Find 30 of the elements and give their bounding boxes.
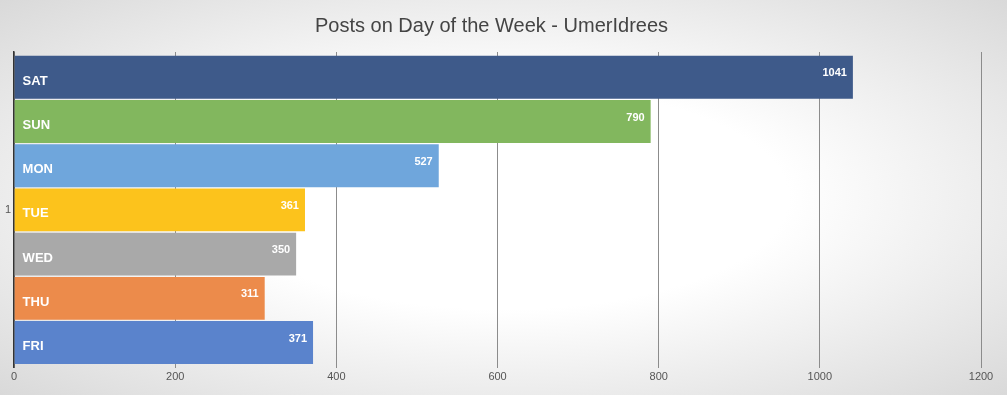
- bar: [14, 188, 305, 232]
- bar: [14, 276, 265, 320]
- bar: [14, 144, 439, 188]
- x-tick-label: 1000: [807, 370, 833, 383]
- series-label: THU: [22, 293, 50, 309]
- series-label: SAT: [22, 72, 48, 88]
- data-label: 350: [271, 243, 291, 256]
- series-label: TUE: [22, 205, 49, 221]
- bar: [14, 55, 853, 99]
- data-label: 790: [626, 110, 645, 123]
- data-label: 311: [240, 287, 259, 300]
- data-label: 1041: [822, 66, 847, 79]
- x-tick-label: 800: [649, 370, 668, 383]
- series-label: SUN: [22, 117, 51, 133]
- x-tick-label: 1200: [968, 370, 994, 383]
- x-tick-label: 0: [11, 370, 18, 383]
- data-label: 527: [414, 154, 433, 167]
- data-label: 361: [280, 198, 299, 211]
- x-tick-label: 400: [327, 370, 346, 383]
- series-label: WED: [22, 249, 53, 265]
- bar: [14, 232, 297, 276]
- bar: [14, 321, 314, 364]
- data-label: 371: [288, 331, 308, 344]
- bar: [14, 100, 651, 143]
- x-tick-label: 600: [488, 370, 507, 383]
- series-label: MON: [22, 161, 53, 177]
- chart-title: Posts on Day of the Week - UmerIdrees: [314, 13, 669, 36]
- x-tick-label: 200: [166, 370, 185, 383]
- y-tick-label: 1: [4, 202, 12, 215]
- series-label: FRI: [22, 338, 44, 354]
